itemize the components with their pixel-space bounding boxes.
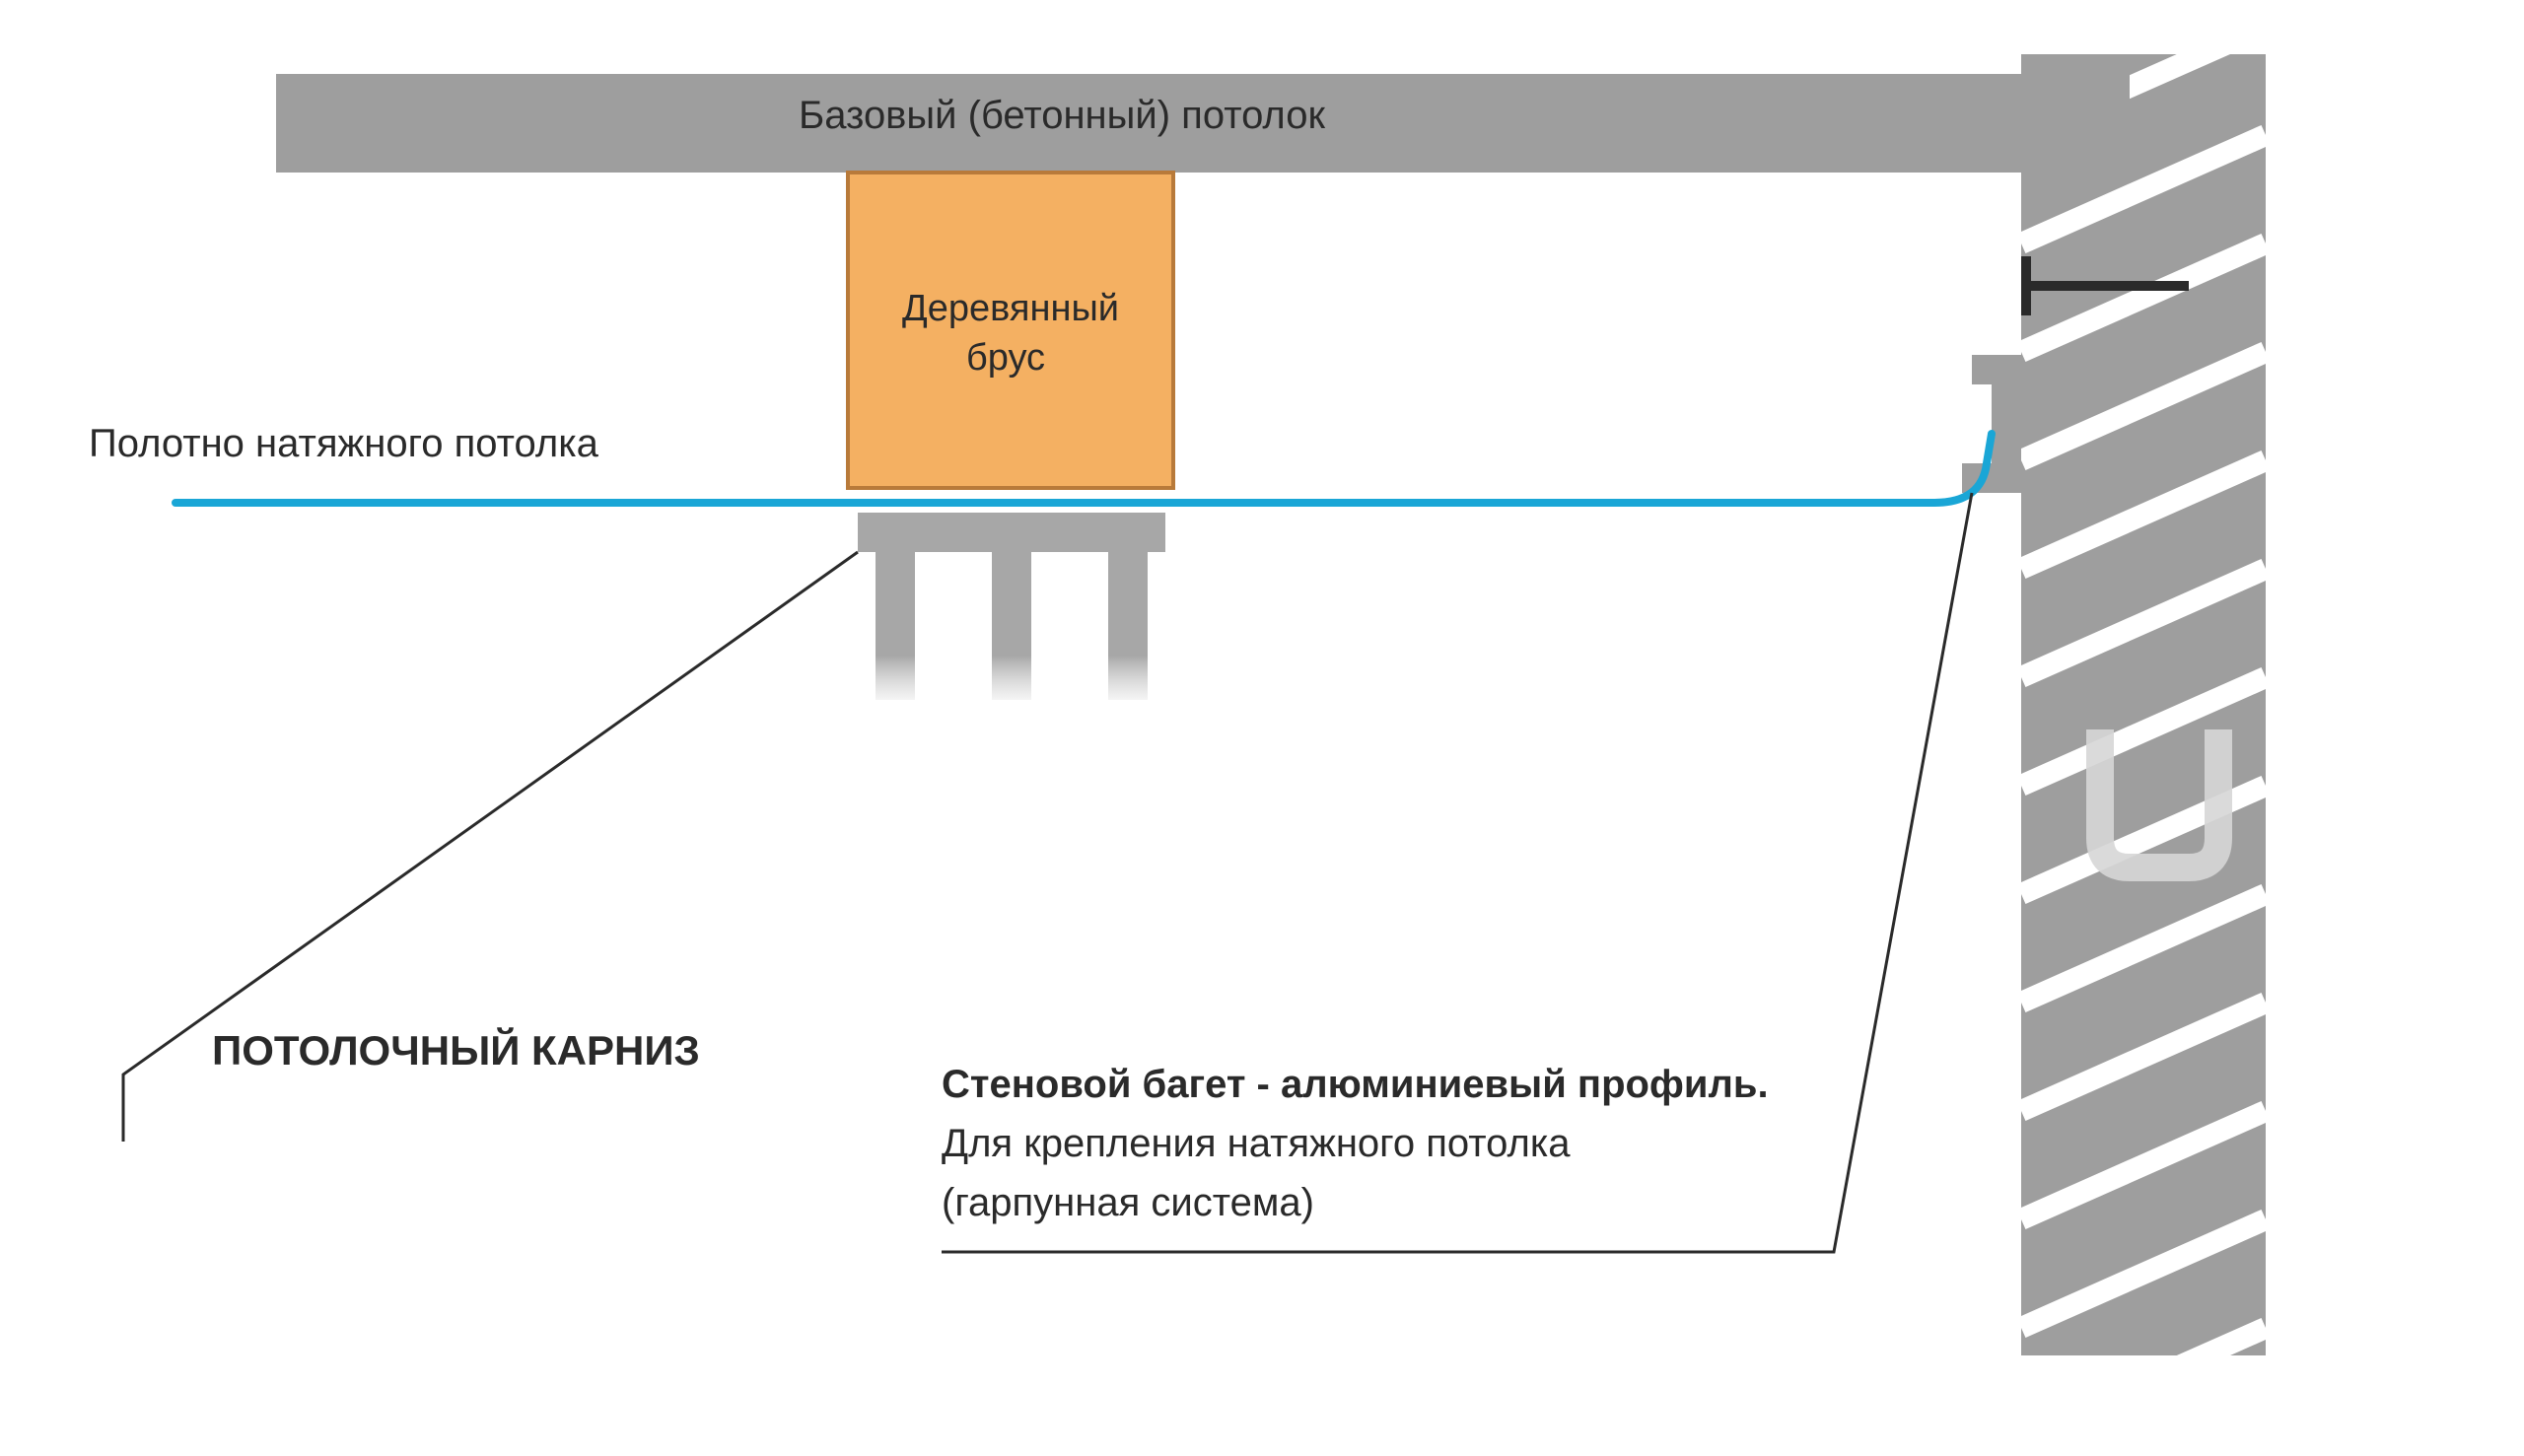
label-wood-line2: брус <box>966 335 1045 382</box>
label-ceiling: Базовый (бетонный) потолок <box>799 91 1325 140</box>
label-membrane: Полотно натяжного потолка <box>89 419 598 468</box>
label-wood-line1: Деревянный <box>902 286 1119 333</box>
label-baguette-line1: Стеновой багет - алюминиевый профиль. <box>942 1060 1769 1109</box>
label-baguette-line3: (гарпунная система) <box>942 1178 1314 1227</box>
label-baguette-line2: Для крепления натяжного потолка <box>942 1119 1570 1168</box>
diagram-svg <box>0 0 2524 1456</box>
diagram-stage: Базовый (бетонный) потолок Деревянный бр… <box>0 0 2524 1456</box>
label-cornice: ПОТОЛОЧНЫЙ КАРНИЗ <box>212 1025 700 1077</box>
